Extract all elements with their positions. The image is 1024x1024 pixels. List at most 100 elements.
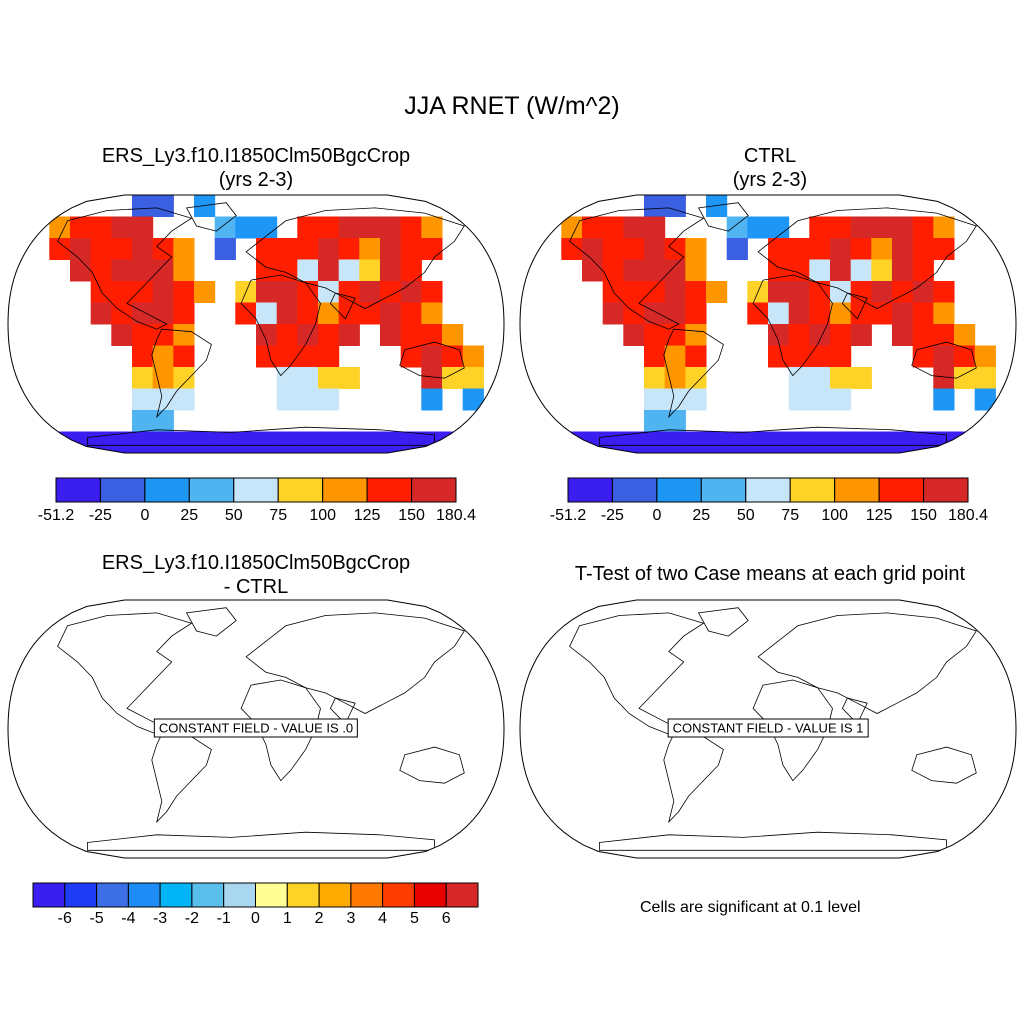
grid-cell	[809, 216, 831, 239]
colorbar-box	[789, 477, 836, 503]
colorbar-box	[700, 477, 747, 503]
grid-cell	[111, 324, 133, 346]
grid-cell	[954, 345, 976, 368]
grid-cell	[297, 431, 319, 453]
grid-cell	[380, 281, 402, 303]
grid-cell	[421, 281, 443, 303]
grid-cell	[809, 324, 831, 346]
grid-cell	[685, 388, 707, 411]
colorbar-tick-label: 125	[865, 507, 893, 524]
grid-cell	[297, 281, 319, 303]
grid-cell	[912, 281, 934, 303]
grid-cell	[788, 388, 810, 411]
grid-cell	[338, 238, 360, 260]
grid-cell	[297, 216, 319, 239]
colorbar-tick-label: 75	[781, 507, 800, 524]
grid-cell	[132, 345, 154, 368]
panel2-title: CTRL (yrs 2-3)	[520, 144, 1020, 192]
grid-cell	[788, 238, 810, 260]
colorbar-tick-label: 50	[224, 507, 243, 524]
grid-cell	[297, 324, 319, 346]
panel3-title-line2: - CTRL	[223, 576, 289, 598]
colorbar-diff	[32, 882, 479, 908]
grid-cell	[706, 195, 728, 217]
colorbar-box	[382, 882, 415, 908]
grid-cell	[644, 345, 666, 368]
grid-cell	[850, 302, 872, 325]
panel1-title-line2: (yrs 2-3)	[218, 169, 294, 191]
grid-cell	[132, 259, 154, 282]
grid-cell	[276, 281, 298, 303]
grid-cell	[933, 281, 955, 303]
grid-cell	[871, 259, 893, 282]
grid-cell	[132, 388, 154, 411]
grid-cell	[442, 367, 464, 389]
grid-cell	[644, 410, 666, 432]
colorbar-case	[55, 477, 457, 503]
grid-cell	[338, 367, 360, 389]
grid-cell	[297, 259, 319, 282]
grid-cell	[602, 302, 624, 325]
colorbar-box	[191, 882, 225, 908]
grid-cell	[809, 259, 831, 282]
grid-cell	[809, 345, 831, 368]
grid-cell	[685, 238, 707, 260]
grid-cell	[256, 281, 278, 303]
grid-cell	[256, 259, 278, 282]
colorbar-tick-label: 50	[736, 507, 755, 524]
grid-cell	[152, 431, 174, 453]
colorbar-box	[445, 882, 479, 908]
grid-cell	[830, 259, 852, 282]
grid-cell	[726, 431, 748, 453]
grid-cell	[235, 302, 257, 325]
grid-cell	[933, 302, 955, 325]
grid-cell	[400, 259, 422, 282]
grid-cell	[214, 216, 236, 239]
grid-cell	[871, 281, 893, 303]
grid-cell	[152, 302, 174, 325]
grid-cell	[912, 238, 934, 260]
grid-cell	[582, 431, 604, 453]
grid-cell	[70, 216, 92, 239]
colorbar-box	[411, 477, 457, 503]
grid-cell	[318, 388, 340, 411]
grid-cell	[359, 238, 381, 260]
grid-cell	[623, 431, 645, 453]
grid-cell	[933, 238, 955, 260]
colorbar-box	[567, 477, 613, 503]
significance-note: Cells are significant at 0.1 level	[640, 899, 861, 916]
grid-cell	[318, 216, 340, 239]
colorbar-tick-label: 4	[378, 910, 388, 927]
grid-cell	[706, 431, 728, 453]
grid-cell	[173, 388, 195, 411]
grid-cell	[462, 388, 484, 411]
grid-cell	[318, 367, 340, 389]
grid-cell	[111, 259, 133, 282]
grid-cell	[912, 345, 934, 368]
grid-cell	[582, 259, 604, 282]
grid-cell	[359, 431, 381, 453]
map-ctrl	[519, 194, 1017, 454]
colorbar-box	[188, 477, 235, 503]
colorbar-box	[99, 477, 146, 503]
grid-cell	[623, 324, 645, 346]
grid-cell	[602, 238, 624, 260]
grid-cell	[685, 302, 707, 325]
grid-cell	[380, 238, 402, 260]
grid-cell	[421, 216, 443, 239]
colorbar-tick-label: -1	[216, 910, 231, 927]
colorbar-tick-label: -4	[121, 910, 136, 927]
colorbar-box	[322, 477, 368, 503]
grid-cell	[235, 431, 257, 453]
grid-cell	[338, 324, 360, 346]
colorbar-box	[233, 477, 279, 503]
grid-cell	[380, 302, 402, 325]
grid-cell	[768, 238, 790, 260]
grid-cell	[809, 281, 831, 303]
grid-cell	[400, 216, 422, 239]
grid-cell	[173, 281, 195, 303]
map-outline	[519, 194, 1017, 454]
colorbar-box	[127, 882, 161, 908]
grid-cell	[90, 259, 112, 282]
grid-cell	[173, 302, 195, 325]
